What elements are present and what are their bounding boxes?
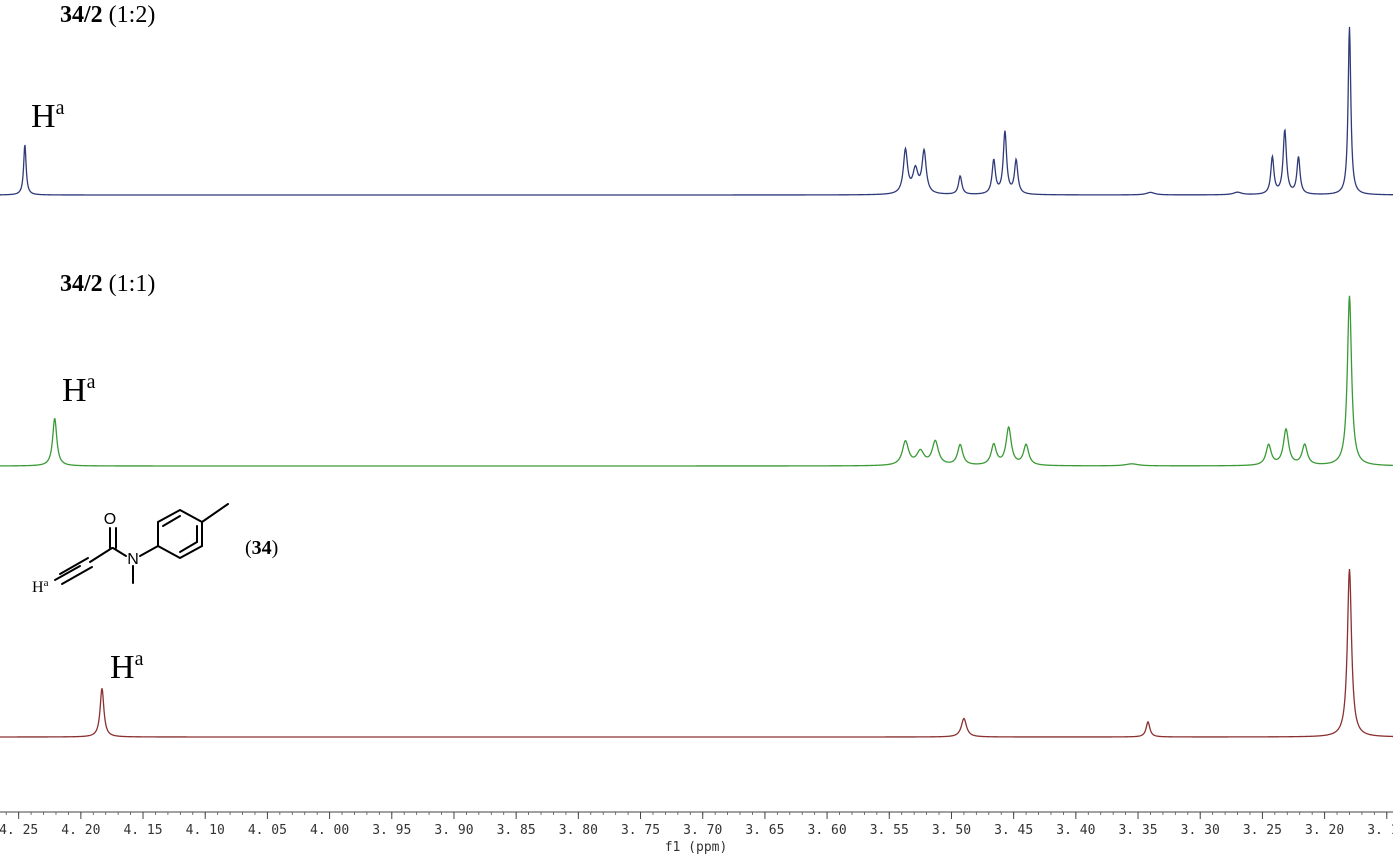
peak-label-ha-3-base: H xyxy=(110,649,135,686)
x-axis: 4. 25 4. 20 4. 15 4. 10 4. 05 4. 00 3. 95 3. 90… xyxy=(0,811,1393,838)
molecule-atom-h-base: H xyxy=(32,579,44,596)
x-tick-label: 3. 60 xyxy=(808,823,847,838)
x-axis-title: f1 (ppm) xyxy=(665,840,728,855)
spectrum-trace-3 xyxy=(0,568,1393,738)
spectrum-label-2: 34/2 (1:1) xyxy=(60,272,155,296)
peak-label-ha-3-sup: a xyxy=(134,648,144,670)
peak-label-ha-2-base: H xyxy=(62,372,87,409)
peak-label-ha-1-base: H xyxy=(31,98,56,135)
x-tick-label: 4. 15 xyxy=(123,823,162,838)
x-tick-label: 3. 15 xyxy=(1367,823,1393,838)
spectrum-trace-2 xyxy=(0,295,1393,467)
peak-label-ha-1: Ha xyxy=(31,97,65,135)
peak-label-ha-2-sup: a xyxy=(86,371,96,393)
spectrum-label-2-ratio: (1:1) xyxy=(102,271,156,297)
spectra-group xyxy=(0,26,1393,738)
x-tick-label: 4. 25 xyxy=(0,823,38,838)
peak-label-ha-3: Ha xyxy=(110,648,144,686)
spectrum-label-1-bold: 34/2 xyxy=(60,2,103,28)
x-tick-label: 4. 00 xyxy=(310,823,349,838)
molecule-structure xyxy=(54,503,229,585)
peak-label-ha-2: Ha xyxy=(62,371,96,409)
molecule-atom-o: O xyxy=(104,511,116,528)
x-tick-label: 3. 40 xyxy=(1056,823,1095,838)
spectrum-label-1-ratio: (1:2) xyxy=(102,2,156,28)
x-tick-label: 3. 65 xyxy=(745,823,784,838)
x-tick-label: 3. 75 xyxy=(621,823,660,838)
spectrum-label-1: 34/2 (1:2) xyxy=(60,3,155,27)
x-tick-label: 3. 95 xyxy=(372,823,411,838)
x-tick-label: 3. 25 xyxy=(1243,823,1282,838)
compound-label: (34) xyxy=(245,537,279,559)
molecule-atom-h-sup: a xyxy=(44,577,49,589)
spectrum-trace-1 xyxy=(0,26,1393,196)
x-tick-label: 3. 90 xyxy=(434,823,473,838)
x-tick-label: 3. 45 xyxy=(994,823,1033,838)
x-tick-label: 3. 70 xyxy=(683,823,722,838)
x-tick-label: 4. 20 xyxy=(61,823,100,838)
x-tick-label: 3. 55 xyxy=(870,823,909,838)
molecule-atom-h: Ha xyxy=(32,577,49,596)
x-tick-label: 3. 50 xyxy=(932,823,971,838)
peak-label-ha-1-sup: a xyxy=(55,97,65,119)
x-tick-label: 3. 35 xyxy=(1118,823,1157,838)
molecule-atom-n: N xyxy=(127,551,139,568)
x-tick-label: 3. 30 xyxy=(1181,823,1220,838)
x-tick-label: 4. 10 xyxy=(186,823,225,838)
x-tick-label: 3. 20 xyxy=(1305,823,1344,838)
x-tick-label: 3. 80 xyxy=(559,823,598,838)
spectrum-label-2-bold: 34/2 xyxy=(60,271,103,297)
x-tick-label: 3. 85 xyxy=(497,823,536,838)
x-tick-label: 4. 05 xyxy=(248,823,287,838)
compound-number: 34 xyxy=(251,537,272,559)
